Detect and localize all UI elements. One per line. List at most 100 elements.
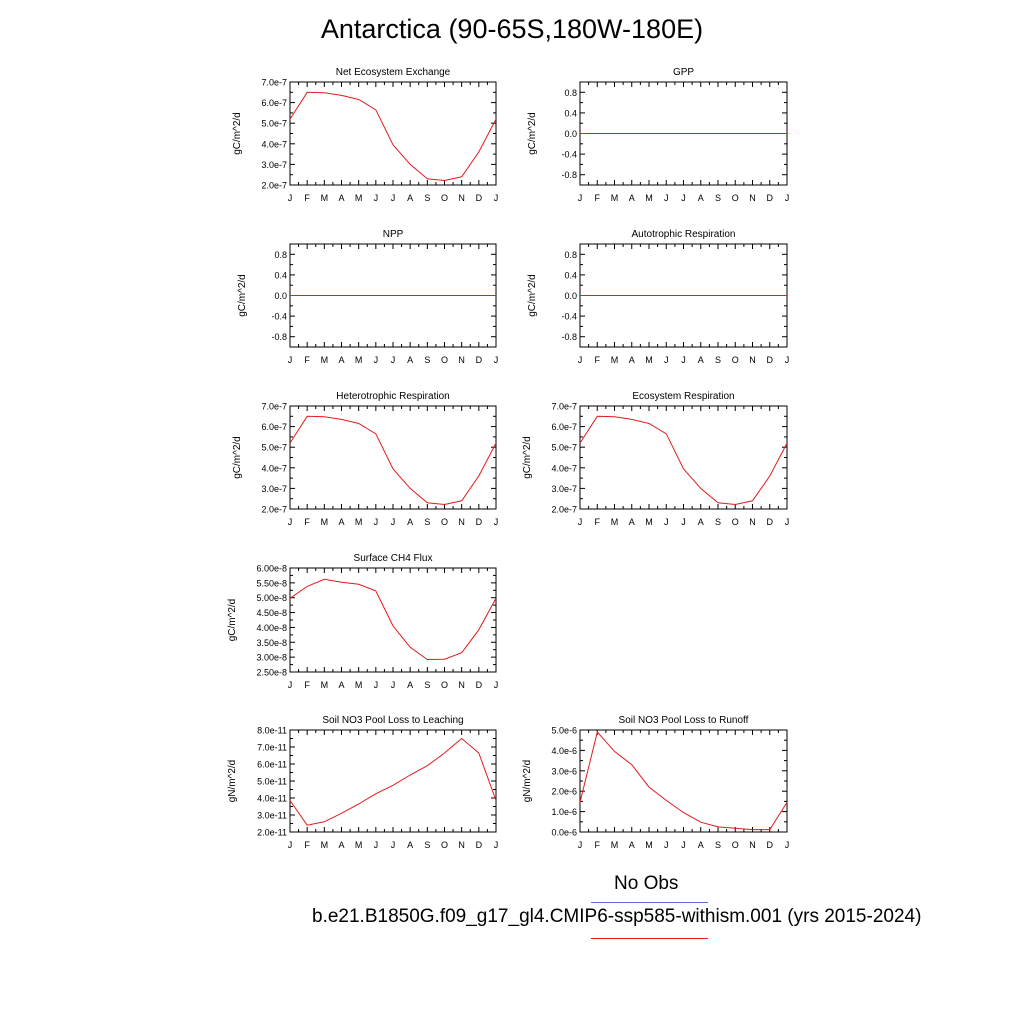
y-tick-label: 3.0e-7 (261, 160, 287, 170)
y-axis-label: gC/m^2/d (237, 274, 248, 317)
chart-title: Soil NO3 Pool Loss to Leaching (322, 715, 463, 726)
x-tick-label: S (424, 840, 430, 850)
x-tick-label: J (494, 355, 499, 365)
x-tick-label: N (749, 517, 756, 527)
y-tick-label: 3.0e-7 (261, 484, 287, 494)
x-tick-label: J (785, 193, 790, 203)
y-axis-label: gC/m^2/d (227, 599, 238, 642)
y-tick-label: 2.0e-7 (261, 505, 287, 515)
y-tick-label: 2.50e-8 (256, 668, 287, 678)
x-tick-label: J (578, 517, 583, 527)
y-tick-label: 0.8 (564, 250, 577, 260)
y-tick-label: 7.0e-7 (551, 402, 577, 412)
legend-case-label: b.e21.B1850G.f09_g17_gl4.CMIP6-ssp585-wi… (312, 906, 922, 927)
x-tick-label: D (476, 193, 483, 203)
x-tick-label: J (288, 680, 293, 690)
x-tick-label: M (321, 517, 329, 527)
x-tick-label: S (715, 840, 721, 850)
x-tick-label: D (476, 840, 483, 850)
legend-obs-label: No Obs (614, 873, 679, 894)
x-tick-label: O (732, 193, 739, 203)
y-tick-label: 0.0e-6 (551, 828, 577, 838)
series-line-0 (289, 737, 497, 826)
chart-title: Soil NO3 Pool Loss to Runoff (619, 715, 749, 726)
x-tick-label: N (749, 840, 756, 850)
y-axis-label: gN/m^2/d (522, 760, 533, 803)
x-tick-label: J (288, 840, 293, 850)
x-tick-label: S (715, 193, 721, 203)
x-tick-label: M (645, 840, 653, 850)
x-tick-label: O (732, 355, 739, 365)
y-tick-label: 5.0e-7 (551, 443, 577, 453)
y-tick-label: 6.00e-8 (256, 564, 287, 574)
x-tick-label: A (629, 193, 635, 203)
x-tick-label: J (374, 193, 379, 203)
y-tick-label: 4.0e-11 (257, 794, 287, 804)
x-tick-label: A (407, 680, 413, 690)
x-tick-label: A (338, 840, 344, 850)
plot-frame (579, 405, 788, 510)
x-tick-label: M (645, 517, 653, 527)
y-tick-label: 0.4 (564, 108, 577, 118)
x-tick-label: M (321, 193, 329, 203)
series-line-0 (579, 415, 788, 506)
x-tick-label: M (645, 193, 653, 203)
x-tick-label: S (424, 355, 430, 365)
x-tick-label: J (681, 193, 686, 203)
y-tick-label: 7.0e-7 (261, 78, 287, 88)
x-tick-label: D (767, 840, 774, 850)
page-title: Antarctica (90-65S,180W-180E) (320, 14, 704, 44)
y-tick-label: -0.4 (561, 312, 577, 322)
x-tick-label: J (664, 840, 669, 850)
x-tick-label: J (785, 840, 790, 850)
y-tick-label: 5.0e-7 (261, 443, 287, 453)
x-tick-label: F (595, 193, 601, 203)
x-tick-label: D (767, 355, 774, 365)
y-tick-label: 3.0e-6 (551, 766, 577, 776)
x-tick-label: J (494, 193, 499, 203)
y-tick-label: 4.0e-7 (551, 463, 577, 473)
series-line-0 (579, 730, 788, 831)
x-tick-label: O (441, 193, 448, 203)
y-tick-label: 2.0e-6 (551, 787, 577, 797)
x-tick-label: A (698, 193, 704, 203)
chart-title: Net Ecosystem Exchange (336, 67, 451, 78)
x-tick-label: M (645, 355, 653, 365)
x-tick-label: A (629, 517, 635, 527)
x-tick-label: J (664, 193, 669, 203)
x-tick-label: S (424, 680, 430, 690)
x-tick-label: M (355, 680, 363, 690)
x-tick-label: D (476, 680, 483, 690)
x-tick-label: M (355, 840, 363, 850)
x-tick-label: J (391, 355, 396, 365)
y-tick-label: 1.0e-6 (551, 807, 577, 817)
x-tick-label: J (374, 680, 379, 690)
y-tick-label: 6.0e-7 (551, 422, 577, 432)
y-tick-label: 5.0e-7 (261, 119, 287, 129)
y-tick-label: -0.8 (271, 332, 287, 342)
plot-frame (289, 567, 497, 673)
y-tick-label: 3.00e-8 (256, 653, 287, 663)
x-tick-label: J (494, 517, 499, 527)
x-tick-label: N (458, 840, 465, 850)
x-tick-label: A (338, 355, 344, 365)
x-tick-label: M (355, 355, 363, 365)
x-tick-label: F (595, 355, 601, 365)
x-tick-label: J (494, 680, 499, 690)
x-tick-label: J (374, 517, 379, 527)
x-tick-label: J (578, 355, 583, 365)
x-tick-label: A (407, 840, 413, 850)
y-tick-label: 4.0e-7 (261, 139, 287, 149)
y-tick-label: 2.0e-11 (257, 828, 287, 838)
y-tick-label: 5.00e-8 (256, 593, 287, 603)
x-tick-label: M (611, 355, 619, 365)
x-tick-label: A (338, 680, 344, 690)
x-tick-label: M (611, 193, 619, 203)
x-tick-label: S (424, 517, 430, 527)
